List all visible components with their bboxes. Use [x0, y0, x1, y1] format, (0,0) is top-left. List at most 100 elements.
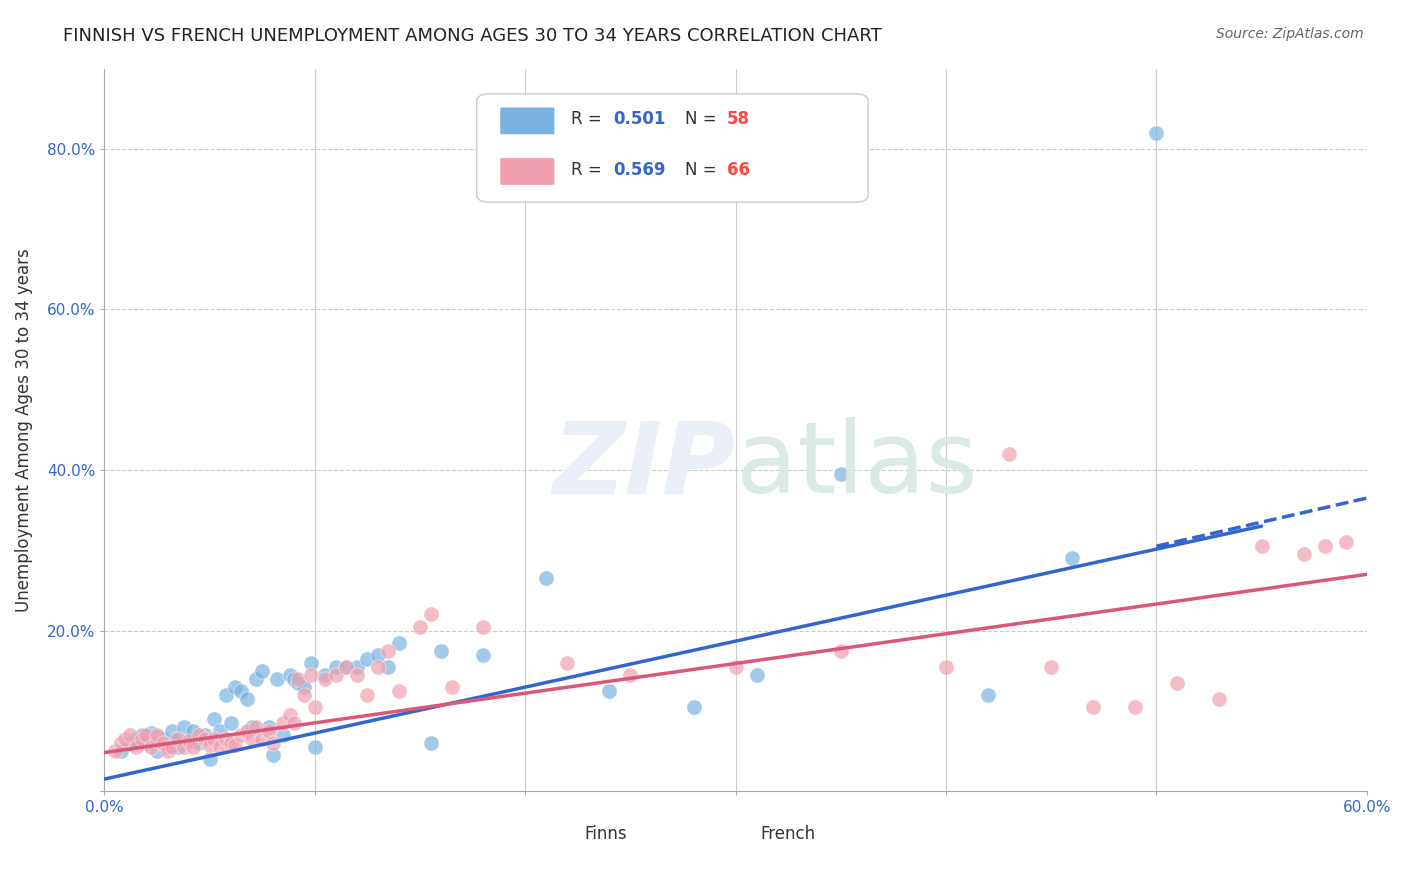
Point	[830, 467, 852, 481]
Y-axis label: Unemployment Among Ages 30 to 34 years: Unemployment Among Ages 30 to 34 years	[15, 248, 32, 612]
Point	[231, 728, 253, 742]
Point	[240, 720, 263, 734]
Text: Source: ZipAtlas.com: Source: ZipAtlas.com	[1216, 27, 1364, 41]
Point	[440, 680, 463, 694]
Text: N =: N =	[685, 161, 721, 178]
Point	[146, 728, 169, 742]
Text: R =: R =	[571, 161, 607, 178]
Point	[555, 656, 578, 670]
Point	[388, 635, 411, 649]
Point	[977, 688, 1000, 702]
Point	[619, 667, 641, 681]
Point	[219, 715, 242, 730]
Point	[287, 675, 309, 690]
Point	[299, 656, 322, 670]
Point	[224, 680, 246, 694]
Point	[139, 739, 162, 754]
Point	[1144, 126, 1167, 140]
Point	[131, 728, 153, 742]
Point	[173, 739, 195, 754]
Point	[335, 659, 357, 673]
Point	[419, 607, 441, 622]
FancyBboxPatch shape	[524, 823, 574, 847]
Point	[231, 683, 253, 698]
Point	[198, 752, 221, 766]
Point	[278, 667, 301, 681]
Point	[188, 736, 211, 750]
Point	[160, 739, 183, 754]
Point	[224, 738, 246, 752]
Point	[356, 651, 378, 665]
Point	[245, 720, 267, 734]
FancyBboxPatch shape	[499, 107, 555, 135]
Point	[146, 734, 169, 748]
Point	[160, 723, 183, 738]
Text: French: French	[761, 825, 815, 844]
Point	[377, 643, 399, 657]
Point	[198, 738, 221, 752]
Point	[181, 723, 204, 738]
Point	[156, 739, 179, 754]
Point	[209, 739, 232, 754]
Point	[257, 723, 280, 738]
Point	[177, 734, 200, 748]
Text: 58: 58	[727, 110, 749, 128]
Point	[236, 723, 259, 738]
Point	[935, 659, 957, 673]
Text: ZIP: ZIP	[553, 417, 735, 515]
Text: R =: R =	[571, 110, 607, 128]
Point	[409, 619, 432, 633]
Point	[682, 699, 704, 714]
Text: 0.501: 0.501	[613, 110, 665, 128]
Point	[240, 731, 263, 746]
Point	[335, 659, 357, 673]
Point	[536, 571, 558, 585]
Point	[236, 691, 259, 706]
Point	[209, 723, 232, 738]
Point	[419, 736, 441, 750]
Point	[131, 731, 153, 746]
Point	[472, 619, 495, 633]
Point	[1040, 659, 1063, 673]
Point	[250, 664, 273, 678]
Point	[146, 744, 169, 758]
Point	[430, 643, 453, 657]
Point	[367, 659, 389, 673]
Point	[271, 715, 294, 730]
Point	[1334, 535, 1357, 549]
Point	[215, 688, 238, 702]
Point	[194, 731, 217, 746]
Point	[1208, 691, 1230, 706]
Text: FINNISH VS FRENCH UNEMPLOYMENT AMONG AGES 30 TO 34 YEARS CORRELATION CHART: FINNISH VS FRENCH UNEMPLOYMENT AMONG AGE…	[63, 27, 882, 45]
Point	[346, 667, 368, 681]
Text: N =: N =	[685, 110, 721, 128]
Point	[346, 659, 368, 673]
Point	[314, 667, 336, 681]
Point	[388, 683, 411, 698]
Point	[283, 672, 305, 686]
Point	[104, 744, 127, 758]
Point	[1250, 539, 1272, 553]
Point	[146, 730, 169, 744]
Point	[152, 736, 174, 750]
Point	[325, 659, 347, 673]
Point	[165, 731, 187, 746]
Point	[377, 659, 399, 673]
FancyBboxPatch shape	[720, 823, 769, 847]
Point	[156, 744, 179, 758]
Point	[257, 720, 280, 734]
Point	[299, 667, 322, 681]
Point	[1123, 699, 1146, 714]
Point	[1313, 539, 1336, 553]
Point	[292, 688, 315, 702]
Point	[245, 672, 267, 686]
Point	[292, 680, 315, 694]
Point	[367, 648, 389, 662]
Text: Finns: Finns	[583, 825, 627, 844]
Point	[283, 715, 305, 730]
Point	[304, 739, 326, 754]
Point	[188, 728, 211, 742]
Point	[598, 683, 620, 698]
Text: 0.569: 0.569	[613, 161, 665, 178]
Point	[219, 736, 242, 750]
